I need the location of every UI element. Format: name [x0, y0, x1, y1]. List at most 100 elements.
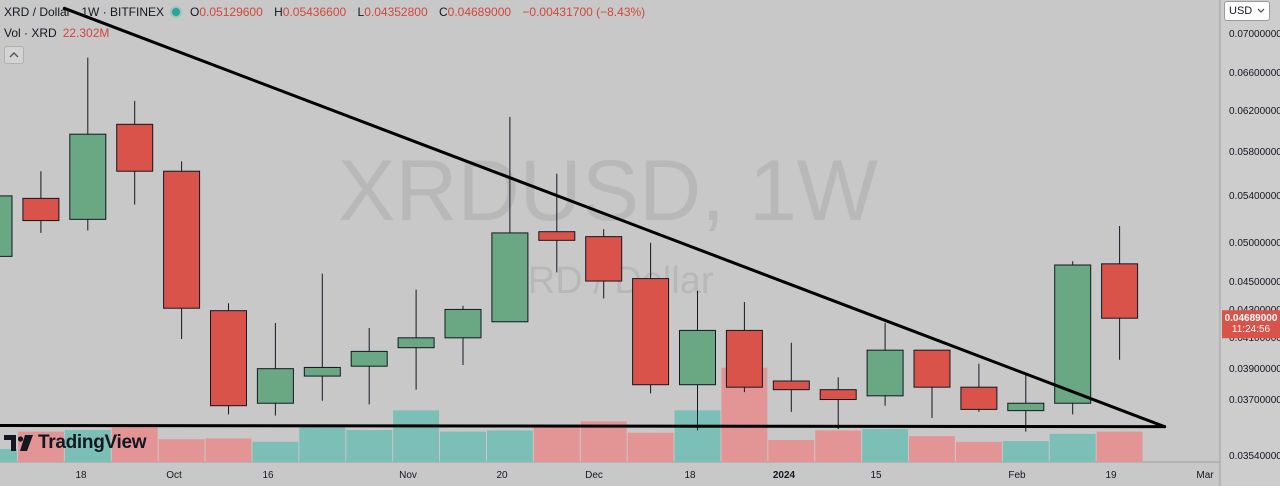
chevron-up-icon	[9, 52, 19, 58]
candle[interactable]	[960, 363, 998, 412]
support-trendline[interactable]	[0, 423, 1167, 429]
volume-bar	[486, 430, 533, 462]
volume-bar	[955, 441, 1002, 462]
change-value: −0.00431700 (−8.43%)	[522, 5, 646, 19]
price-tick-label: 0.05400000	[1229, 191, 1280, 202]
candle-body	[960, 386, 998, 410]
volume-bar	[1049, 433, 1096, 462]
candle[interactable]	[303, 273, 341, 401]
candle[interactable]	[1101, 225, 1139, 360]
volume-bars	[0, 367, 1143, 462]
price-tick-label: 0.05800000	[1229, 147, 1280, 158]
candle[interactable]	[772, 342, 810, 412]
candle[interactable]	[819, 377, 857, 430]
legend-header: XRD / Dollar · 1W · BITFINEX O0.05129600…	[0, 0, 653, 24]
volume-bar	[533, 426, 580, 462]
currency-label: USD	[1229, 5, 1253, 17]
tradingview-logo[interactable]: TradingView	[4, 432, 147, 454]
price-tick-label: 0.03540000	[1229, 451, 1280, 462]
candle[interactable]	[256, 323, 294, 416]
candle-body	[350, 350, 388, 367]
candle[interactable]	[444, 305, 482, 365]
time-tick-label: 19	[1105, 470, 1117, 481]
close-value: 0.04689000	[447, 5, 512, 19]
candle-body	[679, 329, 716, 386]
open-value: 0.05129600	[199, 5, 263, 19]
volume-bar	[346, 430, 393, 462]
volume-bar	[815, 430, 862, 462]
candle-body	[163, 170, 201, 309]
low-key: L	[357, 5, 365, 19]
volume-bar	[0, 449, 17, 462]
time-tick-label: 18	[684, 470, 696, 481]
volume-bar	[862, 428, 909, 462]
price-tick-label: 0.04100000	[1229, 333, 1280, 344]
tradingview-logo-icon	[4, 435, 33, 451]
volume-bar	[252, 441, 299, 462]
currency-selector[interactable]: USD	[1224, 1, 1270, 21]
candle-body	[819, 389, 857, 401]
candle-body	[585, 236, 623, 282]
candle[interactable]	[632, 242, 670, 394]
time-tick-label: 20	[496, 470, 508, 481]
time-tick-label: 15	[870, 470, 882, 481]
volume-bar	[111, 424, 158, 462]
candle[interactable]	[491, 116, 529, 323]
price-tick-label: 0.04500000	[1229, 277, 1280, 288]
candle[interactable]	[538, 173, 576, 273]
candle-body	[632, 278, 670, 386]
price-axis-background	[1220, 0, 1280, 486]
volume-legend[interactable]: Vol · XRD 22.302M	[4, 26, 109, 40]
candle-body	[1054, 264, 1092, 404]
candle[interactable]	[0, 195, 13, 257]
trendlines	[0, 6, 1167, 429]
candle[interactable]	[866, 323, 904, 406]
candle[interactable]	[69, 57, 107, 231]
candle-body	[913, 349, 951, 388]
candle[interactable]	[22, 171, 60, 233]
candle[interactable]	[210, 303, 247, 415]
candle[interactable]	[585, 229, 623, 299]
candle-body	[303, 366, 341, 377]
candle-body	[491, 232, 529, 323]
price-tick-label: 0.05000000	[1229, 238, 1280, 249]
volume-label: Vol · XRD	[4, 26, 57, 40]
candle[interactable]	[913, 349, 951, 419]
candle[interactable]	[679, 290, 716, 431]
descending-resistance-trendline[interactable]	[62, 6, 1167, 429]
bar-countdown: 11:24:56	[1232, 324, 1271, 335]
candle[interactable]	[350, 327, 388, 405]
candle-body	[69, 133, 107, 220]
candle[interactable]	[1007, 373, 1045, 432]
candle-body	[725, 329, 763, 388]
volume-bar	[1096, 431, 1143, 462]
symbol-legend[interactable]: XRD / Dollar · 1W · BITFINEX	[0, 5, 181, 19]
volume-bar	[64, 430, 111, 462]
candle[interactable]	[1054, 261, 1092, 415]
time-tick-label: 16	[262, 470, 274, 481]
high-value: 0.05436600	[282, 5, 347, 19]
candle-body	[22, 197, 60, 222]
volume-bar	[440, 431, 486, 462]
candle-body	[210, 310, 247, 407]
candle[interactable]	[116, 100, 154, 205]
candle-body	[772, 380, 810, 391]
candle-body	[1007, 402, 1045, 412]
candle-body	[538, 231, 576, 241]
time-tick-label: 18	[75, 470, 87, 481]
candle[interactable]	[163, 161, 201, 340]
open-key: O	[190, 5, 200, 19]
time-axis[interactable]: 18 Oct 16 Nov 20 Dec 18 2024 15 Feb 19 Mar	[75, 470, 1214, 481]
collapse-legend-button[interactable]	[4, 46, 24, 64]
candle-body	[866, 349, 904, 397]
candle-body	[397, 337, 435, 349]
volume-bar	[768, 439, 815, 462]
price-tick-label: 0.06200000	[1229, 106, 1280, 117]
candle[interactable]	[725, 302, 763, 393]
last-price-value: 0.04689000	[1225, 313, 1278, 324]
low-value: 0.04352800	[364, 5, 428, 19]
candle[interactable]	[397, 289, 435, 390]
volume-bar	[158, 439, 205, 462]
